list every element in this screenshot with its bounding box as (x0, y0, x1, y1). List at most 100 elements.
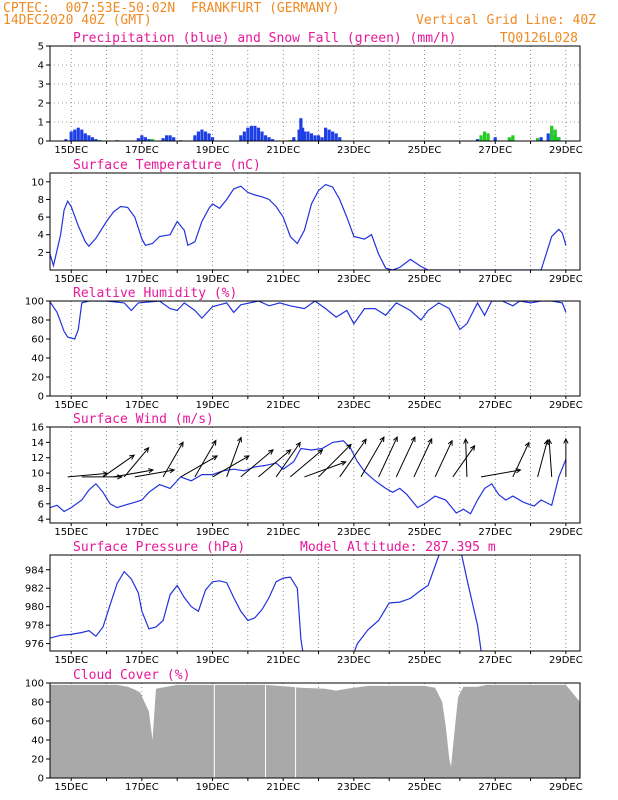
x-tick-label: 21DEC (266, 400, 300, 411)
bar-blue (297, 129, 301, 141)
x-tick-label: 19DEC (196, 145, 230, 156)
wind-arrow (537, 440, 548, 478)
bar-blue (193, 135, 197, 141)
x-tick-label: 15DEC (54, 782, 88, 793)
wind-arrow (67, 472, 108, 478)
precip-title: Precipitation (blue) and Snow Fall (gree… (73, 31, 457, 46)
y-tick-label: 0 (38, 774, 44, 785)
cloud-frame (49, 682, 581, 779)
wind-arrow (452, 445, 476, 478)
x-tick-label: 23DEC (337, 782, 371, 793)
precip-panel: Precipitation (blue) and Snow Fall (gree… (38, 31, 583, 156)
bar-blue (299, 118, 303, 141)
wind-arrowhead (295, 441, 301, 448)
y-tick-label: 8 (38, 195, 44, 206)
wind-arrow (289, 449, 323, 478)
wind-arrowhead (524, 441, 530, 448)
bar-blue (246, 127, 250, 141)
x-tick-label: 23DEC (337, 145, 371, 156)
wind-arrow (240, 449, 274, 478)
wind-title: Surface Wind (m/s) (73, 412, 214, 427)
wind-arrowhead (427, 437, 433, 444)
wind-arrowhead (148, 468, 155, 474)
y-tick-label: 60 (31, 335, 44, 346)
y-tick-label: 984 (25, 565, 44, 576)
wind-arrow (304, 461, 346, 478)
wind-arrowhead (515, 468, 522, 474)
x-tick-label: 23DEC (337, 274, 371, 285)
bar-blue (302, 131, 306, 141)
x-tick-label: 19DEC (196, 400, 230, 411)
bar-blue (90, 137, 94, 141)
x-tick-label: 29DEC (549, 145, 583, 156)
precip-frame (49, 45, 581, 142)
y-tick-label: 4 (38, 230, 44, 241)
wind-arrow (162, 442, 184, 478)
y-tick-label: 100 (25, 297, 44, 308)
x-tick-label: 19DEC (196, 527, 230, 538)
x-tick-label: 17DEC (125, 527, 159, 538)
wind-arrowhead (546, 438, 553, 445)
temp-panel: Surface Temperature (nC) 2 4 6 8 10 15DEC 17DEC… (31, 158, 582, 285)
x-tick-label: 15DEC (54, 527, 88, 538)
x-tick-label: 17DEC (125, 145, 159, 156)
wind-arrowhead (346, 443, 352, 450)
x-tick-label: 29DEC (549, 400, 583, 411)
wind-arrowhead (285, 449, 292, 455)
x-tick-label: 27DEC (478, 400, 512, 411)
y-tick-label: 14 (31, 438, 44, 449)
x-tick-label: 29DEC (549, 655, 583, 666)
bar-blue (271, 139, 275, 141)
wind-arrow (258, 449, 291, 478)
x-tick-label: 27DEC (478, 145, 512, 156)
wind-arrow (395, 436, 416, 478)
x-tick-label: 25DEC (408, 527, 442, 538)
x-tick-label: 19DEC (196, 274, 230, 285)
temp-frame (49, 172, 581, 271)
y-tick-label: 2 (38, 248, 44, 259)
bar-blue (83, 133, 87, 141)
bar-blue (313, 135, 317, 141)
x-tick-label: 23DEC (337, 400, 371, 411)
x-tick-label: 17DEC (125, 782, 159, 793)
x-tick-label: 21DEC (266, 274, 300, 285)
cloud-plot (50, 683, 580, 778)
bar-green (553, 129, 557, 141)
bar-blue (331, 131, 335, 141)
bar-blue (64, 139, 68, 141)
wind-panel: Surface Wind (m/s) 4 6 8 10 12 14 16 15DEC 17DEC 1… (31, 412, 582, 538)
wind-line (50, 440, 567, 515)
y-tick-label: 16 (31, 423, 44, 434)
wind-arrow (360, 436, 385, 478)
grid-line-note: Vertical Grid Line: 40Z (416, 13, 597, 28)
x-tick-label: 29DEC (549, 782, 583, 793)
y-tick-label: 60 (31, 717, 44, 728)
temp-line (50, 183, 567, 270)
pressure-line (50, 555, 482, 651)
bar-green (150, 139, 155, 141)
x-tick-label: 15DEC (54, 400, 88, 411)
y-tick-label: 1 (38, 118, 44, 129)
y-tick-label: 10 (31, 177, 44, 188)
bar-green (479, 135, 483, 141)
pressure-plot (50, 555, 482, 651)
pressure-frame (49, 554, 581, 652)
pressure-title: Surface Pressure (hPa) (73, 540, 245, 555)
wind-arrowhead (543, 439, 549, 446)
x-tick-label: 23DEC (337, 527, 371, 538)
wind-arrow (465, 439, 468, 477)
model-altitude: Model Altitude: 287.395 m (300, 540, 496, 555)
bar-blue (546, 133, 550, 141)
bar-blue (80, 129, 84, 141)
bar-blue (539, 137, 543, 141)
y-tick-label: 5 (38, 42, 44, 53)
wind-arrowhead (237, 436, 243, 443)
y-tick-label: 10 (31, 469, 44, 480)
x-tick-label: 19DEC (196, 655, 230, 666)
x-tick-label: 17DEC (125, 400, 159, 411)
wind-arrow (318, 444, 352, 478)
x-tick-label: 29DEC (549, 527, 583, 538)
bar-blue (327, 129, 331, 141)
bar-blue (324, 127, 328, 141)
